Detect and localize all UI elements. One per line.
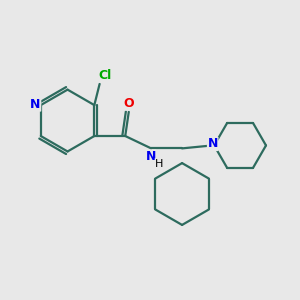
Text: Cl: Cl [98,69,112,82]
Text: O: O [124,97,134,110]
Text: H: H [155,159,164,169]
Text: N: N [208,137,218,151]
Text: N: N [30,98,41,111]
Text: N: N [146,150,156,163]
